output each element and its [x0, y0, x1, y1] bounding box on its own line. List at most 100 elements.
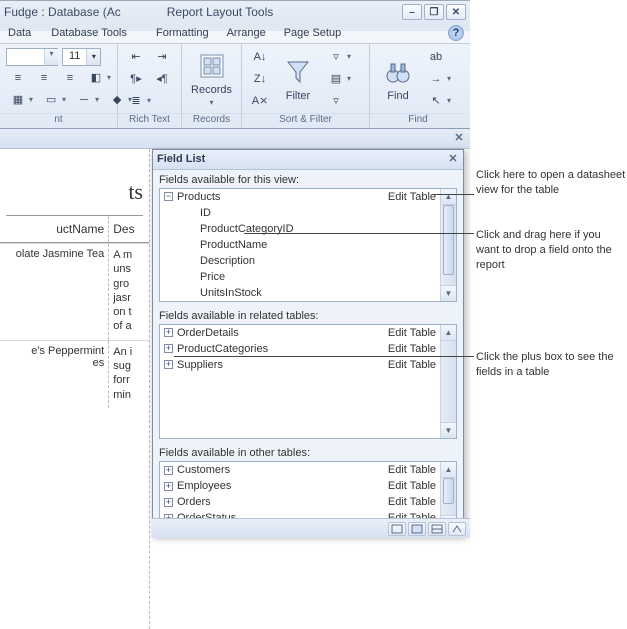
table-node[interactable]: + ProductCategories Edit Table — [160, 341, 440, 357]
close-icon[interactable]: ✕ — [446, 152, 460, 166]
chevron-down-icon: ▾ — [209, 98, 213, 107]
restore-button[interactable]: ❐ — [424, 4, 444, 20]
report-layout-surface[interactable]: ts uctName Des olate Jasmine Tea A m uns… — [0, 149, 150, 629]
field-list-title: Field List — [157, 153, 205, 165]
table-node[interactable]: + Suppliers Edit Table — [160, 357, 440, 373]
tab-page-setup[interactable]: Page Setup — [284, 27, 342, 39]
ribbon-group-find: Find ab →▾ ↖▾ Find — [370, 44, 466, 128]
edit-table-link[interactable]: Edit Table — [388, 480, 436, 492]
fontsize-combo[interactable]: 11 ▾ — [62, 48, 101, 66]
expand-icon[interactable]: + — [164, 466, 173, 475]
minimize-button[interactable]: – — [402, 4, 422, 20]
application-window: Fudge : Database (Ac Report Layout Tools… — [0, 0, 470, 538]
indent-right-button[interactable]: ⇥ — [150, 47, 174, 67]
border-button[interactable]: ▭▾ — [39, 90, 70, 110]
sort-desc-button[interactable]: Z↓ — [248, 69, 272, 89]
field-item[interactable]: Description — [160, 253, 440, 269]
scrollbar[interactable]: ▲ ▼ — [440, 325, 456, 439]
filter-label: Filter — [286, 90, 310, 102]
expand-icon[interactable]: + — [164, 498, 173, 507]
help-icon[interactable]: ? — [448, 25, 464, 41]
table-node[interactable]: + Customers Edit Table — [160, 462, 440, 478]
view-report-button[interactable] — [388, 522, 406, 536]
grid-button[interactable]: ▦▾ — [6, 90, 37, 110]
work-area: ✕ ts uctName Des olate Jasmine Tea A m u… — [0, 129, 470, 538]
scroll-up-button[interactable]: ▲ — [441, 189, 456, 205]
advanced-filter-button[interactable]: ▤▾ — [324, 69, 355, 89]
annotation-text: Click and drag here if you want to drop … — [470, 228, 627, 273]
column-header[interactable]: Des — [109, 216, 149, 242]
field-item[interactable]: UnitsInStock — [160, 285, 440, 301]
bullets-button[interactable]: ≣▾ — [124, 91, 155, 111]
edit-table-link[interactable]: Edit Table — [388, 464, 436, 476]
table-node[interactable]: + OrderDetails Edit Table — [160, 325, 440, 341]
field-list-title-bar[interactable]: Field List ✕ — [153, 150, 463, 170]
find-button[interactable]: Find — [376, 54, 420, 104]
cell: An i sug forr min — [109, 341, 149, 408]
column-header[interactable]: uctName — [0, 216, 109, 242]
toggle-filter-button[interactable]: ▿ — [324, 91, 355, 111]
view-layout-button[interactable] — [428, 522, 446, 536]
scrollbar[interactable]: ▲ ▼ — [440, 189, 456, 301]
collapse-icon[interactable]: − — [164, 192, 173, 201]
sort-desc-icon: Z↓ — [252, 71, 268, 87]
ribbon-tabs: Data Database Tools Formatting Arrange P… — [0, 23, 470, 43]
align-right-button[interactable]: ≡ — [58, 68, 82, 88]
ribbon-group-richtext: ⇤ ⇥ ¶▸ ◂¶ ≣▾ Rich Text — [118, 44, 182, 128]
scroll-down-button[interactable]: ▼ — [441, 285, 456, 301]
field-item[interactable]: ID — [160, 205, 440, 221]
view-design-button[interactable] — [448, 522, 466, 536]
annotation-text: Click here to open a datasheet view for … — [470, 168, 627, 198]
select-button[interactable]: ↖▾ — [424, 91, 455, 111]
line-button[interactable]: ─▾ — [72, 90, 103, 110]
close-button[interactable]: ✕ — [446, 4, 466, 20]
rtl-button[interactable]: ◂¶ — [150, 69, 174, 89]
tab-data[interactable]: Data — [8, 27, 31, 39]
records-button[interactable]: Records ▾ — [185, 48, 238, 109]
edit-table-link[interactable]: Edit Table — [388, 191, 436, 203]
scroll-thumb[interactable] — [443, 478, 454, 504]
chevron-down-icon[interactable]: ▾ — [86, 49, 100, 65]
tab-arrange[interactable]: Arrange — [227, 27, 266, 39]
tab-database-tools[interactable]: Database Tools — [51, 27, 127, 39]
app-title: Fudge : Database (Ac — [0, 5, 121, 19]
edit-table-link[interactable]: Edit Table — [388, 343, 436, 355]
expand-icon[interactable]: + — [164, 344, 173, 353]
replace-button[interactable]: ab — [424, 47, 455, 67]
cell: e's Peppermint es — [0, 341, 109, 408]
edit-table-link[interactable]: Edit Table — [388, 327, 436, 339]
field-item[interactable]: ProductCategoryID — [160, 221, 440, 237]
indent-left-button[interactable]: ⇤ — [124, 47, 148, 67]
field-item[interactable]: Price — [160, 269, 440, 285]
scroll-down-button[interactable]: ▼ — [441, 422, 456, 438]
fill-color-button[interactable]: ◧▾ — [84, 68, 115, 88]
field-item[interactable]: ProductName — [160, 237, 440, 253]
expand-icon[interactable]: + — [164, 360, 173, 369]
ribbon-group-label: nt — [0, 113, 117, 128]
edit-table-link[interactable]: Edit Table — [388, 496, 436, 508]
table-node[interactable]: − Products Edit Table — [160, 189, 440, 205]
tab-formatting[interactable]: Formatting — [156, 27, 209, 39]
edit-table-link[interactable]: Edit Table — [388, 359, 436, 371]
selection-filter-button[interactable]: ▿▾ — [324, 47, 355, 67]
goto-button[interactable]: →▾ — [424, 69, 455, 89]
ltr-button[interactable]: ¶▸ — [124, 69, 148, 89]
clear-sort-button[interactable]: A⨯ — [248, 91, 272, 111]
scroll-thumb[interactable] — [443, 205, 454, 275]
scroll-up-button[interactable]: ▲ — [441, 325, 456, 341]
clear-sort-icon: A⨯ — [252, 93, 268, 109]
expand-icon[interactable]: + — [164, 328, 173, 337]
expand-icon[interactable]: + — [164, 482, 173, 491]
close-tab-button[interactable]: ✕ — [452, 131, 466, 145]
align-center-button[interactable]: ≡ — [32, 68, 56, 88]
sort-asc-button[interactable]: A↓ — [248, 47, 272, 67]
ribbon-group-font: ▾ 11 ▾ ≡ ≡ ≡ ◧▾ ▦▾ — [0, 44, 118, 128]
filter-button[interactable]: Filter — [276, 54, 320, 104]
scroll-up-button[interactable]: ▲ — [441, 462, 456, 478]
table-node[interactable]: + Employees Edit Table — [160, 478, 440, 494]
table-node[interactable]: + Orders Edit Table — [160, 494, 440, 510]
records-label: Records — [191, 84, 232, 96]
align-left-button[interactable]: ≡ — [6, 68, 30, 88]
replace-icon: ab — [428, 49, 444, 65]
view-print-button[interactable] — [408, 522, 426, 536]
